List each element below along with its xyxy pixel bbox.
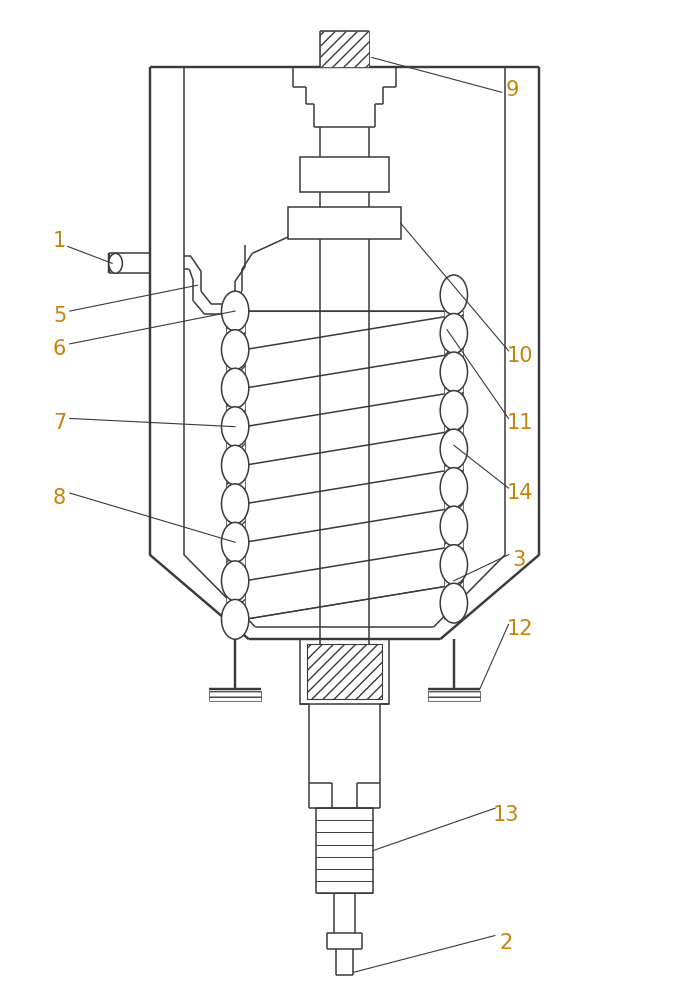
Circle shape [221,522,249,562]
Circle shape [221,368,249,408]
Text: 8: 8 [53,488,66,508]
Circle shape [221,291,249,331]
Text: 2: 2 [499,933,513,953]
Text: 14: 14 [506,483,533,503]
Text: 7: 7 [53,413,66,433]
Text: 5: 5 [53,306,66,326]
Circle shape [109,253,123,273]
Text: 10: 10 [506,346,533,366]
Bar [428,691,480,701]
Circle shape [440,314,468,353]
Text: 12: 12 [506,619,533,639]
Bar [300,639,389,704]
Circle shape [221,599,249,639]
Circle shape [221,484,249,524]
Bar [225,311,245,619]
Text: 6: 6 [53,339,66,359]
Bar [320,31,369,67]
Circle shape [440,391,468,430]
Circle shape [440,275,468,315]
Circle shape [221,407,249,447]
Text: 11: 11 [506,413,533,433]
Circle shape [440,545,468,585]
Bar [444,311,464,619]
Circle shape [440,352,468,392]
Text: 13: 13 [493,805,519,825]
Circle shape [221,445,249,485]
Circle shape [221,330,249,369]
Bar [209,691,261,701]
Text: 3: 3 [513,550,526,570]
Bar [307,644,382,699]
Bar [300,157,389,192]
Circle shape [221,561,249,601]
Circle shape [440,468,468,507]
Bar [289,207,400,239]
Circle shape [440,583,468,623]
Text: 9: 9 [505,80,519,100]
Circle shape [440,506,468,546]
Text: 1: 1 [52,231,65,251]
Circle shape [440,429,468,469]
